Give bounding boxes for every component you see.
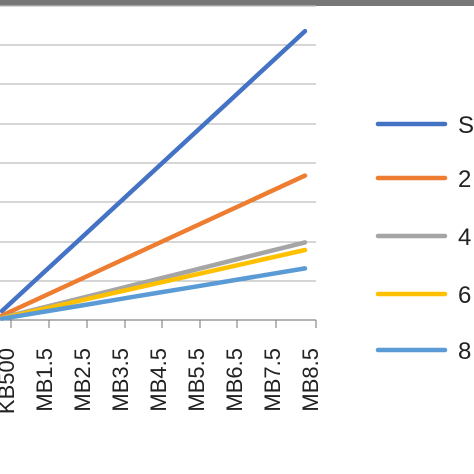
legend: S 2 4 6 8 — [375, 112, 474, 365]
x-tick-label: MB7.5 — [260, 348, 285, 412]
legend-label-2: 2 — [458, 166, 471, 193]
x-tick-label: MB1.5 — [32, 348, 57, 412]
legend-label-8: 8 — [458, 338, 471, 365]
x-tick-label: KB500 — [0, 348, 19, 414]
x-tick-label: MB2.5 — [70, 348, 95, 412]
series-line-6 — [0, 247, 308, 321]
series-line-2 — [0, 173, 308, 318]
x-tick-label: MB8.5 — [298, 348, 323, 412]
x-tick-label: MB4.5 — [146, 348, 171, 412]
legend-label-6: 6 — [458, 282, 471, 309]
series-line-S — [0, 28, 308, 314]
series-layer — [0, 28, 308, 321]
top-border-band — [0, 0, 474, 6]
x-tick-label: MB5.5 — [184, 348, 209, 412]
x-tick-label: MB3.5 — [108, 348, 133, 412]
axis-layer: KB500 MB1.5 MB2.5 MB3.5 MB4.5 MB5.5 MB6.5 MB7.5… — [0, 319, 323, 414]
legend-label-4: 4 — [458, 224, 471, 251]
legend-label-S: S — [458, 112, 474, 139]
grid-layer — [0, 5, 316, 282]
x-tick-label: MB6.5 — [222, 348, 247, 412]
series-line-8 — [0, 266, 308, 321]
